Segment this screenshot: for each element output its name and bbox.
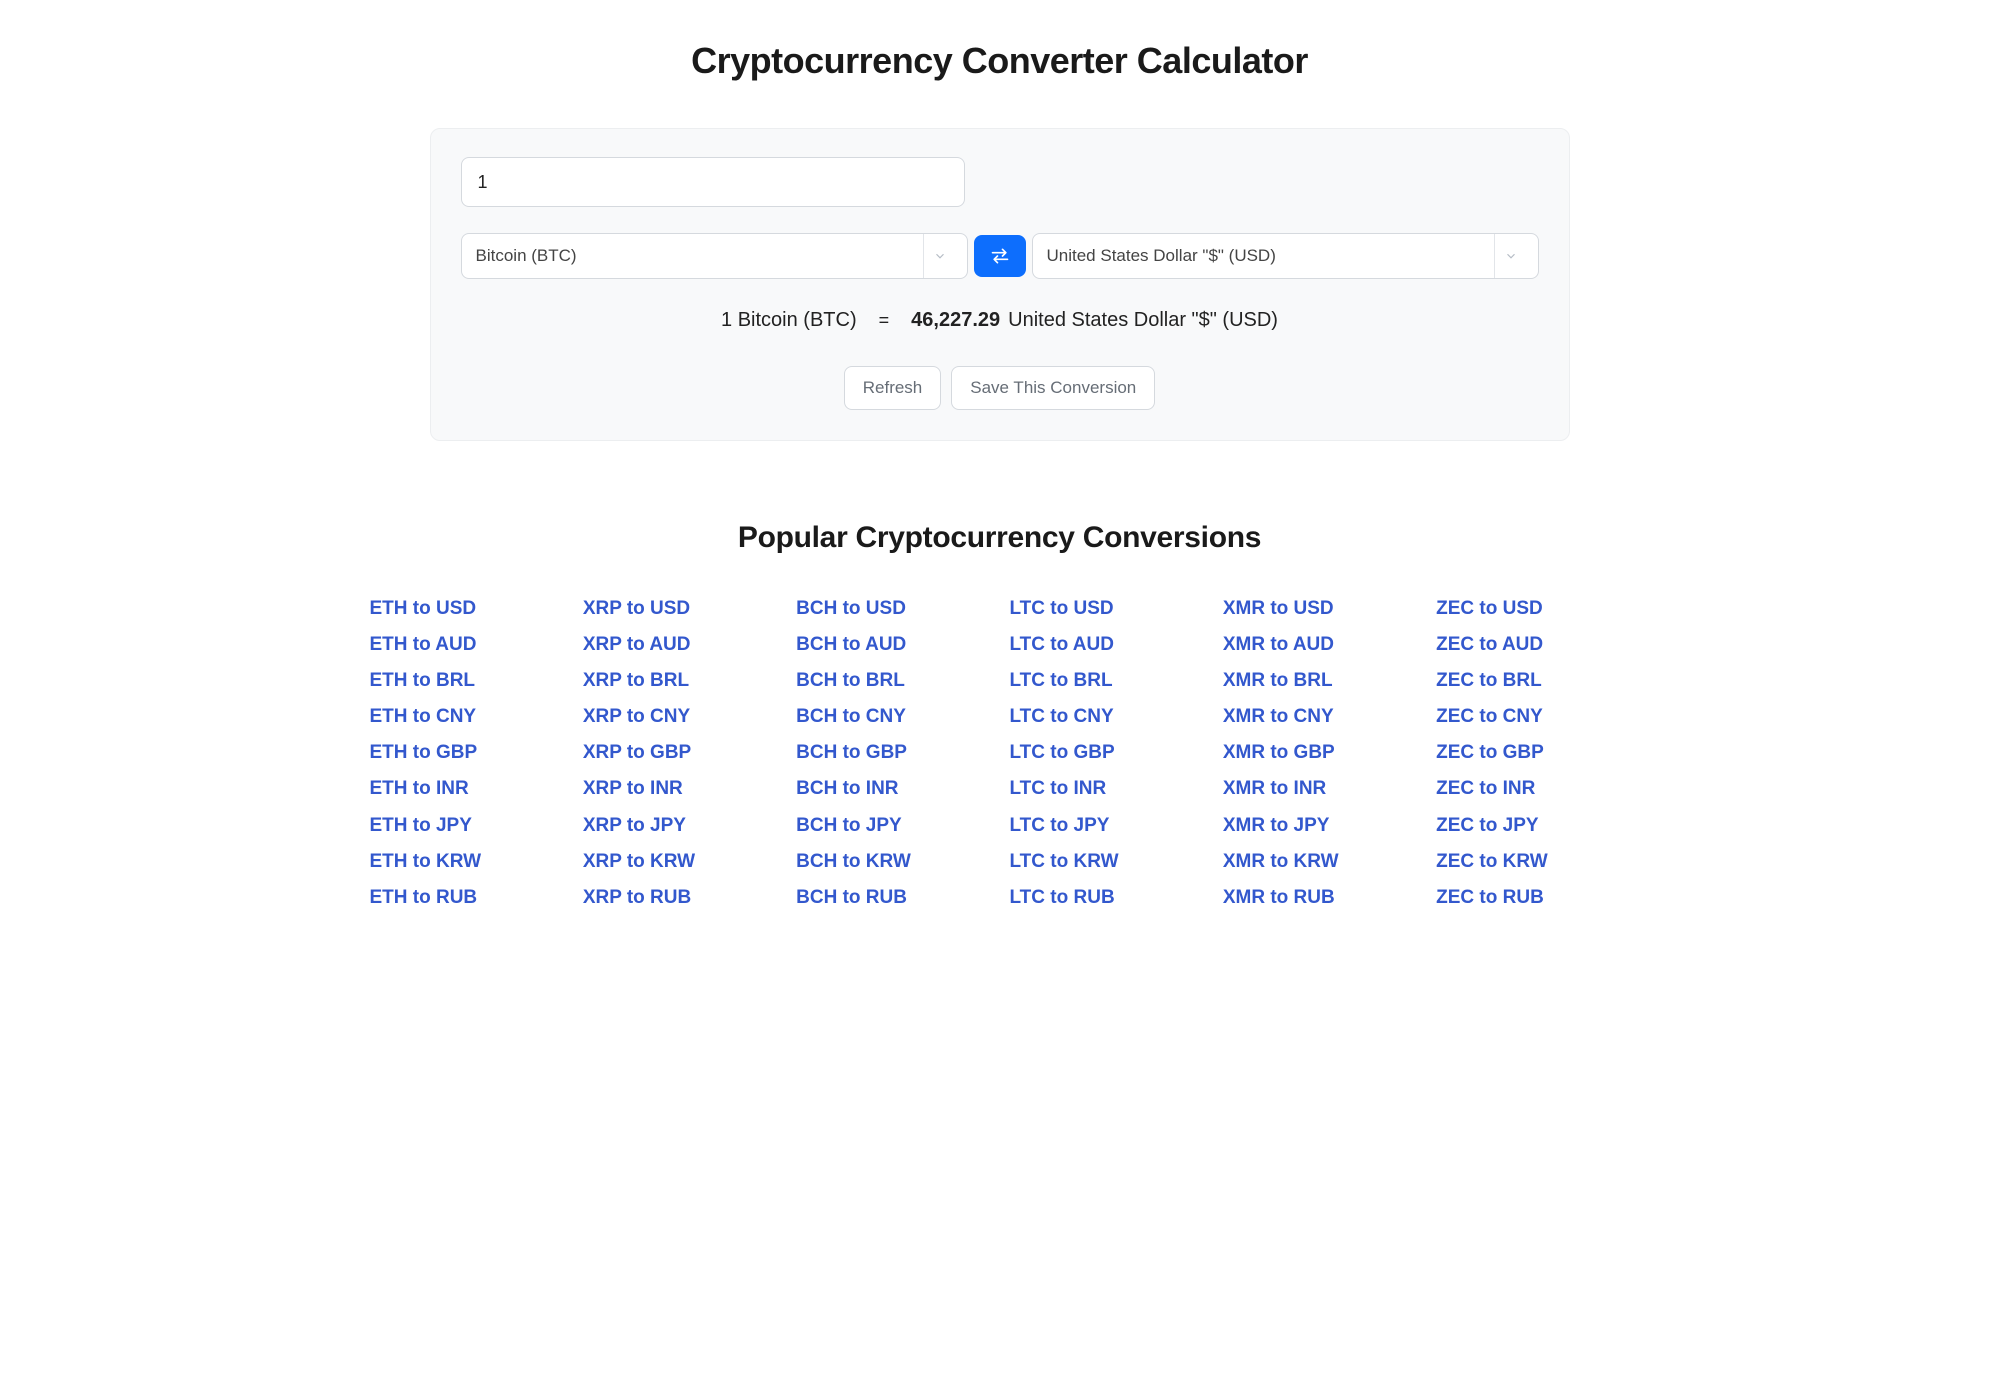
conversion-link[interactable]: ETH to BRL xyxy=(370,663,563,699)
conversion-link[interactable]: ETH to CNY xyxy=(370,699,563,735)
from-currency-label: Bitcoin (BTC) xyxy=(476,246,923,266)
conversion-link[interactable]: XMR to CNY xyxy=(1223,699,1416,735)
to-currency-select[interactable]: United States Dollar "$" (USD) xyxy=(1032,233,1539,279)
result-left: 1 Bitcoin (BTC) xyxy=(721,309,857,332)
popular-column: ZEC to USDZEC to AUDZEC to BRLZEC to CNY… xyxy=(1436,591,1629,916)
conversion-link[interactable]: LTC to RUB xyxy=(1009,880,1202,916)
chevron-down-icon xyxy=(923,234,957,278)
conversion-link[interactable]: XMR to AUD xyxy=(1223,627,1416,663)
popular-column: BCH to USDBCH to AUDBCH to BRLBCH to CNY… xyxy=(796,591,989,916)
conversion-link[interactable]: BCH to BRL xyxy=(796,663,989,699)
conversion-link[interactable]: XRP to GBP xyxy=(583,735,776,771)
conversion-link[interactable]: XMR to BRL xyxy=(1223,663,1416,699)
to-currency-label: United States Dollar "$" (USD) xyxy=(1047,246,1494,266)
conversion-link[interactable]: ETH to INR xyxy=(370,771,563,807)
conversion-link[interactable]: ETH to AUD xyxy=(370,627,563,663)
conversion-link[interactable]: ETH to GBP xyxy=(370,735,563,771)
conversion-link[interactable]: ZEC to AUD xyxy=(1436,627,1629,663)
conversion-link[interactable]: XRP to BRL xyxy=(583,663,776,699)
conversion-link[interactable]: BCH to KRW xyxy=(796,844,989,880)
currency-select-row: Bitcoin (BTC) United States Dollar "$" (… xyxy=(461,233,1539,279)
action-row: Refresh Save This Conversion xyxy=(461,366,1539,410)
converter-card: Bitcoin (BTC) United States Dollar "$" (… xyxy=(430,128,1570,441)
from-currency-select[interactable]: Bitcoin (BTC) xyxy=(461,233,968,279)
conversion-link[interactable]: ZEC to JPY xyxy=(1436,808,1629,844)
conversion-link[interactable]: XMR to GBP xyxy=(1223,735,1416,771)
popular-column: ETH to USDETH to AUDETH to BRLETH to CNY… xyxy=(370,591,563,916)
popular-conversions-title: Popular Cryptocurrency Conversions xyxy=(370,521,1630,555)
chevron-down-icon xyxy=(1494,234,1528,278)
conversion-link[interactable]: XRP to USD xyxy=(583,591,776,627)
conversion-link[interactable]: XMR to USD xyxy=(1223,591,1416,627)
conversion-link[interactable]: XRP to CNY xyxy=(583,699,776,735)
conversion-link[interactable]: ZEC to GBP xyxy=(1436,735,1629,771)
conversion-link[interactable]: XMR to JPY xyxy=(1223,808,1416,844)
conversion-result: 1 Bitcoin (BTC) = 46,227.29 United State… xyxy=(461,309,1539,332)
conversion-link[interactable]: XMR to KRW xyxy=(1223,844,1416,880)
conversion-link[interactable]: LTC to CNY xyxy=(1009,699,1202,735)
conversion-link[interactable]: ZEC to USD xyxy=(1436,591,1629,627)
conversion-link[interactable]: BCH to AUD xyxy=(796,627,989,663)
conversion-link[interactable]: LTC to AUD xyxy=(1009,627,1202,663)
amount-row xyxy=(461,157,1539,207)
refresh-button[interactable]: Refresh xyxy=(844,366,942,410)
conversion-link[interactable]: XRP to JPY xyxy=(583,808,776,844)
conversion-link[interactable]: BCH to INR xyxy=(796,771,989,807)
result-equals: = xyxy=(879,310,890,331)
conversion-link[interactable]: BCH to RUB xyxy=(796,880,989,916)
conversion-link[interactable]: XRP to RUB xyxy=(583,880,776,916)
conversion-link[interactable]: XRP to INR xyxy=(583,771,776,807)
result-value: 46,227.29 xyxy=(911,309,1000,332)
save-conversion-button[interactable]: Save This Conversion xyxy=(951,366,1155,410)
conversion-link[interactable]: LTC to GBP xyxy=(1009,735,1202,771)
conversion-link[interactable]: BCH to USD xyxy=(796,591,989,627)
conversion-link[interactable]: BCH to JPY xyxy=(796,808,989,844)
popular-column: LTC to USDLTC to AUDLTC to BRLLTC to CNY… xyxy=(1009,591,1202,916)
conversion-link[interactable]: BCH to CNY xyxy=(796,699,989,735)
conversion-link[interactable]: LTC to USD xyxy=(1009,591,1202,627)
swap-button[interactable] xyxy=(974,235,1026,277)
conversion-link[interactable]: XMR to RUB xyxy=(1223,880,1416,916)
conversion-link[interactable]: LTC to INR xyxy=(1009,771,1202,807)
result-unit: United States Dollar "$" (USD) xyxy=(1008,309,1278,332)
conversion-link[interactable]: BCH to GBP xyxy=(796,735,989,771)
swap-icon xyxy=(990,248,1010,264)
conversion-link[interactable]: LTC to KRW xyxy=(1009,844,1202,880)
popular-conversions-grid: ETH to USDETH to AUDETH to BRLETH to CNY… xyxy=(370,591,1630,916)
conversion-link[interactable]: ETH to RUB xyxy=(370,880,563,916)
popular-column: XMR to USDXMR to AUDXMR to BRLXMR to CNY… xyxy=(1223,591,1416,916)
conversion-link[interactable]: ZEC to KRW xyxy=(1436,844,1629,880)
conversion-link[interactable]: XMR to INR xyxy=(1223,771,1416,807)
conversion-link[interactable]: ZEC to BRL xyxy=(1436,663,1629,699)
conversion-link[interactable]: ETH to KRW xyxy=(370,844,563,880)
conversion-link[interactable]: ZEC to INR xyxy=(1436,771,1629,807)
conversion-link[interactable]: LTC to BRL xyxy=(1009,663,1202,699)
page-title: Cryptocurrency Converter Calculator xyxy=(370,40,1630,82)
conversion-link[interactable]: LTC to JPY xyxy=(1009,808,1202,844)
conversion-link[interactable]: ZEC to CNY xyxy=(1436,699,1629,735)
conversion-link[interactable]: ETH to JPY xyxy=(370,808,563,844)
amount-input[interactable] xyxy=(461,157,965,207)
conversion-link[interactable]: ETH to USD xyxy=(370,591,563,627)
conversion-link[interactable]: ZEC to RUB xyxy=(1436,880,1629,916)
conversion-link[interactable]: XRP to AUD xyxy=(583,627,776,663)
conversion-link[interactable]: XRP to KRW xyxy=(583,844,776,880)
popular-column: XRP to USDXRP to AUDXRP to BRLXRP to CNY… xyxy=(583,591,776,916)
